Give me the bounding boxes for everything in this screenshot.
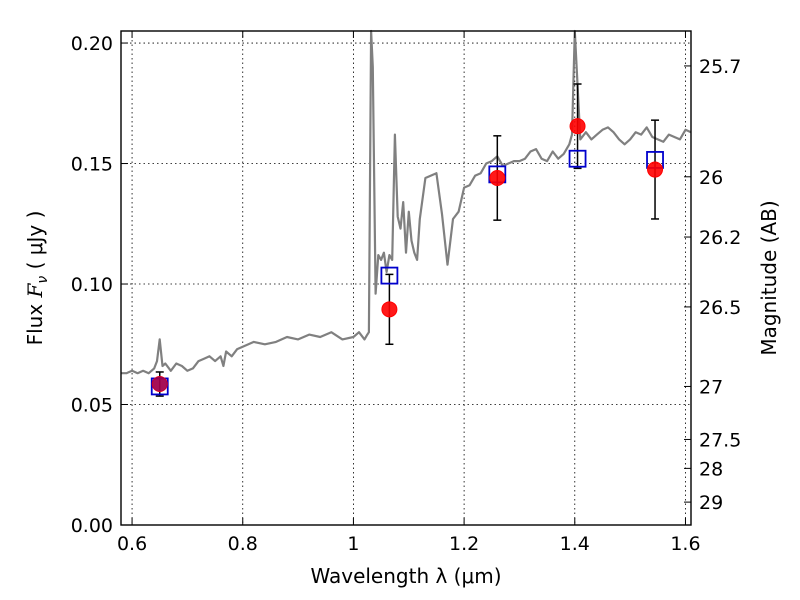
y-axis-title-subscript: ν (35, 276, 51, 284)
y-tick-label: 0.05 (71, 395, 113, 417)
observed-point (569, 118, 586, 135)
observed-point (489, 169, 506, 186)
spectrum-layer (121, 29, 692, 375)
x-axis-title: Wavelength λ (μm) (310, 564, 501, 588)
x-tick-label: 0.6 (117, 533, 147, 555)
photometry-layer (150, 83, 664, 397)
x-tick-label: 0.8 (228, 533, 258, 555)
y-axis-title-unit: ( μJy ) (23, 211, 47, 276)
magnitude-tick-label: 28 (699, 458, 723, 480)
grid-lines (121, 31, 691, 525)
model-point (568, 149, 587, 168)
magnitude-tick-label: 29 (699, 492, 723, 514)
model-point (380, 266, 399, 285)
y-axis-title: Flux Fν ( μJy ) (23, 211, 51, 346)
plot-background (121, 31, 691, 525)
magnitude-tick-label: 27 (699, 376, 723, 398)
y-tick-label: 0.00 (71, 515, 113, 537)
spectrum-line (121, 29, 692, 375)
magnitude-tick-label: 25.7 (699, 56, 741, 78)
magnitude-tick-label: 27.5 (699, 429, 741, 451)
axis-ticks: 0.6 0.8 1 1.2 1.4 1.6 0.00 0.05 0.10 0.15 0.20 25.7… (71, 31, 741, 555)
observed-point-overlap (152, 376, 168, 392)
magnitude-tick-label: 26.5 (699, 297, 741, 319)
x-tick-label: 1.6 (670, 533, 700, 555)
x-tick-label: 1.4 (560, 533, 590, 555)
y-axis-title-symbol: F (23, 282, 47, 298)
magnitude-tick-label: 26.2 (699, 227, 741, 249)
observed-point (381, 301, 398, 318)
x-tick-label: 1 (347, 533, 359, 555)
plot-frame (120, 30, 692, 526)
y-tick-label: 0.10 (71, 274, 113, 296)
y-axis-title-prefix: Flux (23, 297, 47, 345)
magnitude-tick-label: 26 (699, 167, 723, 189)
observed-point (647, 161, 664, 178)
y-tick-label: 0.15 (71, 154, 113, 176)
right-axis-title: Magnitude (AB) (757, 200, 781, 355)
observed-point (151, 376, 168, 393)
y-tick-label: 0.20 (71, 33, 113, 55)
x-tick-label: 1.2 (449, 533, 479, 555)
